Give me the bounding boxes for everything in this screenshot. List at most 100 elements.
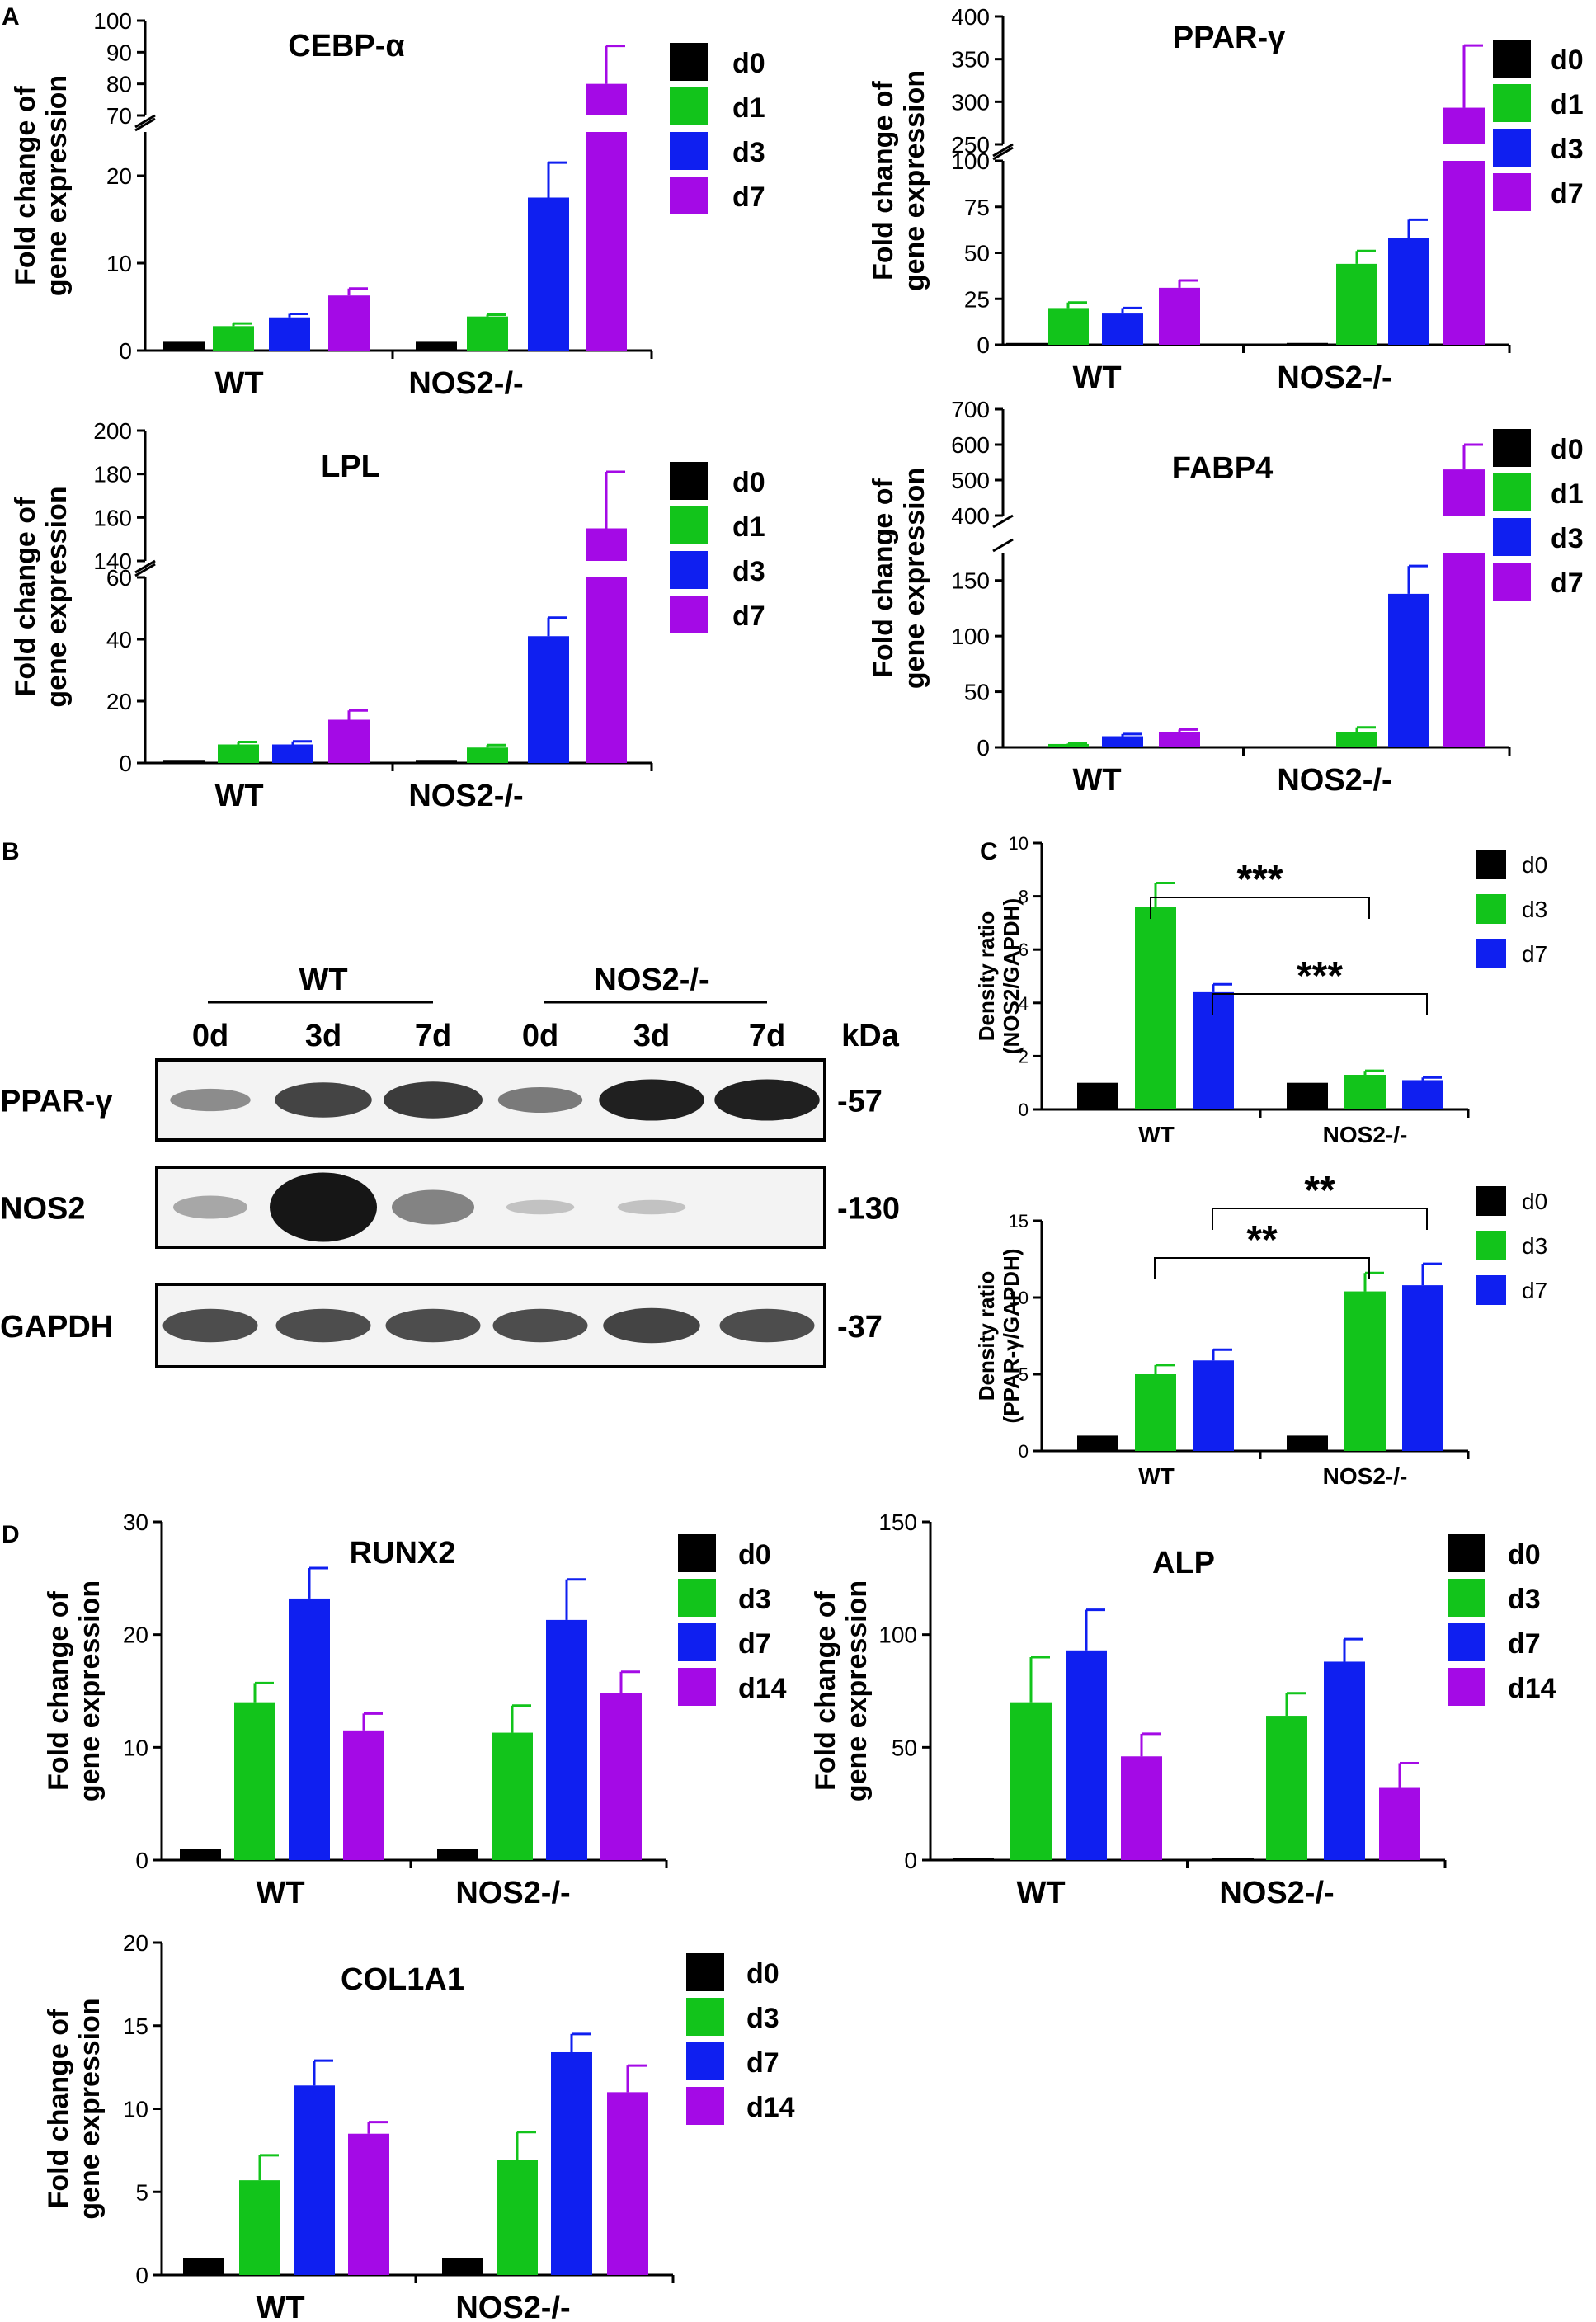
x-category-label: WT <box>214 366 263 401</box>
bar <box>953 1858 994 1860</box>
y-tick-label: 5 <box>1019 1364 1029 1385</box>
y-tick-label: 100 <box>878 1623 917 1648</box>
y-tick-label: 10 <box>123 1735 148 1760</box>
bar <box>1066 1650 1107 1860</box>
legend-swatch <box>1493 473 1531 511</box>
blot-kda-marker: -57 <box>837 1085 883 1119</box>
bar <box>528 636 569 763</box>
legend-label: d3 <box>1551 134 1584 165</box>
bar <box>1388 593 1429 747</box>
blot-lane-label: 7d <box>415 1019 451 1053</box>
y-tick-label: 100 <box>951 624 990 649</box>
legend-swatch <box>670 43 708 81</box>
legend-label: d0 <box>732 48 765 79</box>
y-tick-label: 0 <box>1019 1441 1029 1462</box>
x-category-label: WT <box>1072 360 1121 395</box>
axis-break-marks <box>992 514 1014 553</box>
bar <box>328 719 370 763</box>
chart-title: CEBP-α <box>288 29 405 64</box>
legend-label: d0 <box>1522 1189 1547 1214</box>
bar <box>1443 553 1485 747</box>
blot-band <box>617 1199 686 1215</box>
y-axis-title: gene expression <box>41 486 73 707</box>
blot-protein-label: GAPDH <box>0 1310 113 1345</box>
y-tick-label: 180 <box>93 462 132 487</box>
chart-title: COL1A1 <box>341 1962 464 1997</box>
legend-swatch <box>1493 173 1531 211</box>
x-category-label: WT <box>1016 1876 1065 1910</box>
y-axis-title: gene expression <box>899 468 930 689</box>
x-category-label: NOS2-/- <box>1219 1876 1334 1910</box>
blot-row-frame <box>155 1283 826 1368</box>
bar <box>1121 1756 1162 1860</box>
y-tick-label: 15 <box>1009 1211 1029 1232</box>
y-tick-label: 150 <box>878 1510 917 1535</box>
x-category-label: NOS2-/- <box>1323 1122 1408 1147</box>
x-category-label: NOS2-/- <box>1323 1463 1408 1489</box>
bar <box>1006 342 1048 345</box>
y-tick-label: 10 <box>1009 833 1029 854</box>
y-axis-title: gene expression <box>74 1580 106 1802</box>
chart-col1a1: 0 5 10 15 20 WT NOS2-/- COL1A1 Fold change of gen… <box>43 1930 795 2322</box>
bar <box>586 132 627 351</box>
blot-band <box>162 1308 258 1343</box>
legend-label: d3 <box>746 2003 779 2034</box>
blot-lane-label: 3d <box>633 1019 670 1053</box>
legend-label: d0 <box>1508 1539 1541 1571</box>
significance-label: ** <box>1304 1169 1335 1213</box>
bar <box>218 744 259 763</box>
blot-lane-label: 0d <box>522 1019 558 1053</box>
x-category-label: WT <box>256 1876 304 1910</box>
bar <box>1344 1291 1386 1451</box>
chart-title: LPL <box>321 450 380 484</box>
bar <box>1159 732 1200 747</box>
chart-alp: 0 50 100 150 WT NOS2-/- ALP Fold change of gene … <box>810 1510 1556 1910</box>
y-axis-title: Fold change of <box>43 2009 74 2208</box>
blot-band <box>719 1308 815 1343</box>
legend-swatch <box>670 177 708 214</box>
legend-swatch <box>1476 850 1506 879</box>
legend-swatch <box>670 506 708 544</box>
y-tick-label: 50 <box>964 241 990 266</box>
legend-swatch <box>670 551 708 589</box>
bar <box>328 295 370 351</box>
blot-band <box>385 1308 481 1343</box>
legend-swatch <box>686 2087 724 2125</box>
y-axis-title: Density ratio <box>974 1271 999 1401</box>
significance-label: *** <box>1236 858 1283 902</box>
legend-swatch <box>1493 40 1531 78</box>
y-tick-label: 15 <box>123 2013 148 2039</box>
axis-break-marks <box>992 143 1014 161</box>
y-tick-label: 100 <box>93 8 132 34</box>
y-axis-title: Fold change of <box>810 1590 841 1790</box>
legend-label: d7 <box>732 601 765 632</box>
y-tick-label: 10 <box>123 2097 148 2122</box>
legend-swatch <box>1493 563 1531 601</box>
y-tick-label: 350 <box>951 47 990 73</box>
legend-swatch <box>678 1668 716 1706</box>
blot-kda-marker: -37 <box>837 1310 883 1345</box>
y-axis-title: Density ratio <box>974 911 999 1042</box>
blot-group-label: WT <box>299 963 347 997</box>
bar <box>492 1732 533 1860</box>
y-tick-label: 400 <box>951 503 990 529</box>
panel-label-a: A <box>2 3 20 31</box>
blot-protein-label: PPAR-γ <box>0 1085 113 1119</box>
bar <box>586 577 627 763</box>
legend-label: d0 <box>738 1539 771 1571</box>
bar <box>437 1849 478 1860</box>
bar-upper <box>586 83 627 115</box>
legend-swatch <box>670 462 708 500</box>
bar <box>180 1849 221 1860</box>
legend-label: d3 <box>1522 1233 1547 1259</box>
bar <box>467 747 508 763</box>
bar <box>269 317 310 351</box>
legend-label: d0 <box>732 467 765 498</box>
x-category-label: NOS2-/- <box>455 1876 570 1910</box>
chart-pparg_density: 0 5 10 15 WT NOS2-/- Density ratio (PPAR-γ/GAPD… <box>974 1169 1547 1489</box>
bar <box>1388 238 1429 345</box>
bar <box>348 2133 389 2275</box>
bar <box>1048 308 1089 345</box>
